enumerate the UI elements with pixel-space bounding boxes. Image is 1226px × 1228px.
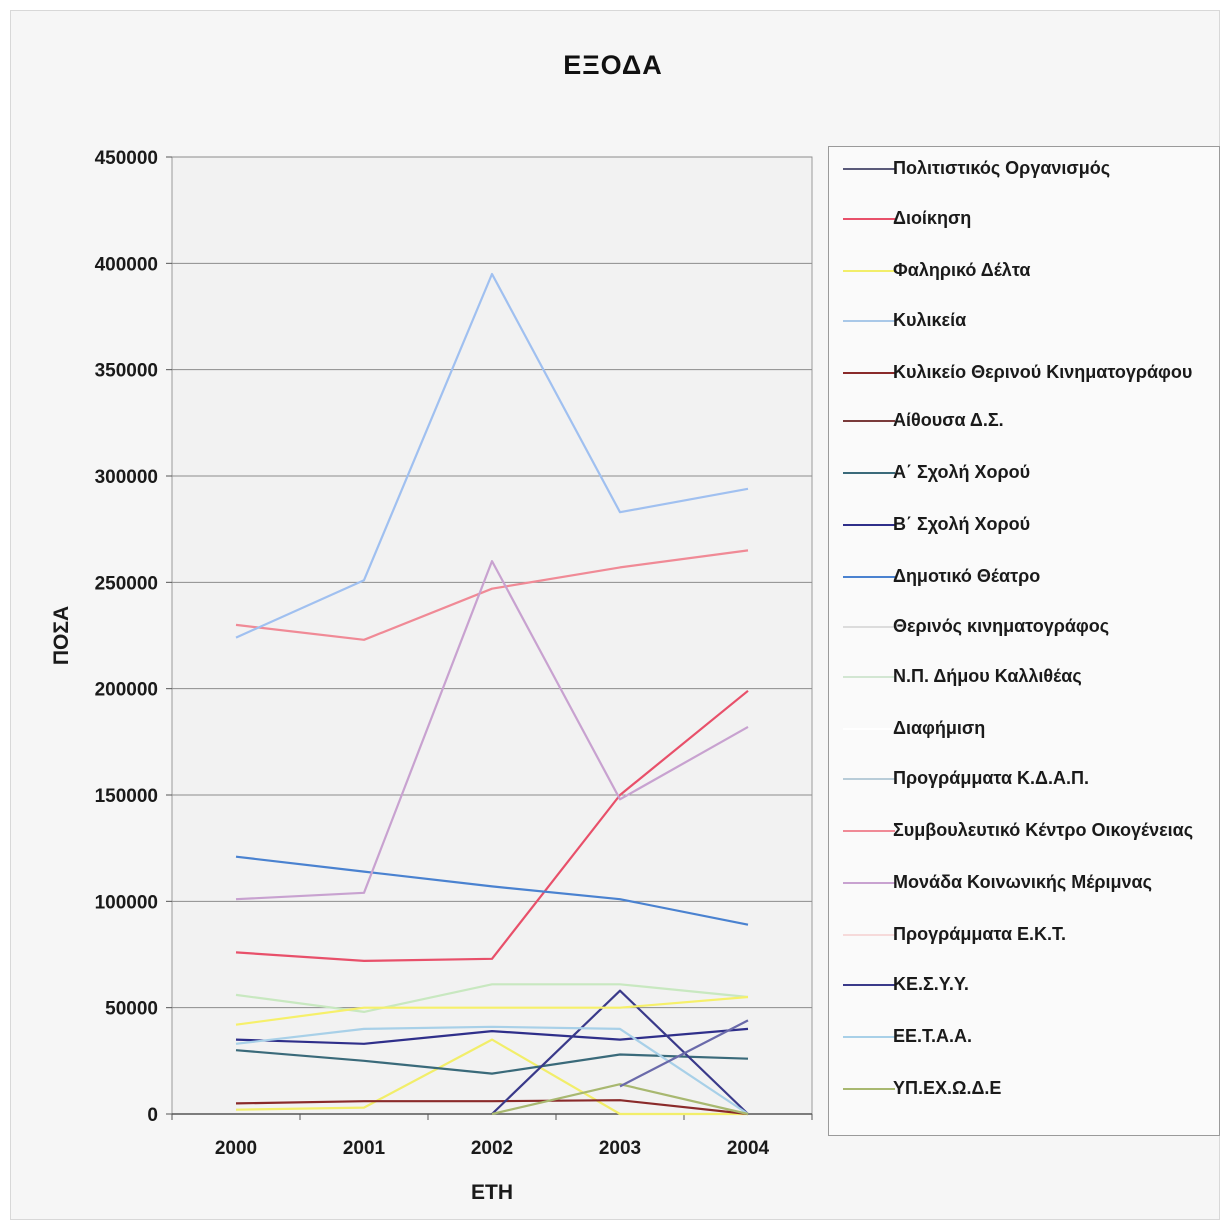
- legend-label: Προγράμματα Κ.Δ.Α.Π.: [893, 768, 1089, 788]
- y-axis-title: ΠΟΣΑ: [50, 606, 73, 665]
- legend-swatch: [843, 984, 895, 986]
- y-tick-label: 450000: [95, 148, 158, 169]
- legend-label: Κυλικείο Θερινού Κινηματογράφου: [893, 362, 1193, 382]
- legend-label: Α΄ Σχολή Χορού: [893, 462, 1031, 482]
- legend-label: Θερινός κινηματογράφος: [893, 616, 1110, 636]
- legend-label: Διαφήμιση: [893, 718, 986, 738]
- series-line-20: [235, 983, 749, 1014]
- x-tick-label: 2003: [599, 1138, 641, 1159]
- series-line-2: [235, 1038, 748, 1116]
- y-tick-label: 0: [147, 1105, 158, 1126]
- legend-swatch: [843, 626, 895, 628]
- x-tick-label: 2004: [727, 1138, 770, 1159]
- y-tick-label: 400000: [95, 254, 158, 275]
- legend-label: Πολιτιστικός Οργανισμός: [893, 158, 1111, 178]
- series-line-1: [235, 689, 749, 963]
- legend-swatch: [843, 778, 895, 780]
- legend-label: ΥΠ.ΕΧ.Ω.Δ.Ε: [893, 1078, 1002, 1098]
- series-line-22: [619, 1019, 749, 1088]
- legend-swatch: [843, 472, 895, 474]
- x-tick-label: 2000: [215, 1138, 257, 1159]
- series-line-14: [235, 559, 749, 901]
- legend-swatch: [843, 524, 895, 526]
- y-tick-label: 100000: [95, 892, 158, 913]
- legend-label: Αίθουσα Δ.Σ.: [893, 410, 1004, 430]
- legend-swatch: [843, 576, 895, 578]
- legend-label: Προγράμματα Ε.Κ.Τ.: [893, 924, 1067, 944]
- series-line-6: [235, 1049, 749, 1075]
- legend-label: ΚΕ.Σ.Υ.Υ.: [893, 974, 969, 994]
- legend-label: Κυλικεία: [893, 310, 967, 330]
- x-tick-label: 2001: [343, 1138, 386, 1159]
- legend-swatch: [843, 728, 895, 730]
- series-line-17: [235, 1025, 749, 1115]
- legend-swatch: [843, 270, 895, 272]
- legend-swatch: [843, 320, 895, 322]
- legend-swatch: [843, 882, 895, 884]
- legend-label: Συμβουλευτικό Κέντρο Οικογένειας: [893, 820, 1194, 840]
- y-tick-label: 300000: [95, 467, 158, 488]
- series-line-21: [235, 995, 749, 1026]
- legend-swatch: [843, 676, 895, 678]
- series-line-13: [235, 549, 749, 641]
- y-tick-label: 250000: [95, 573, 158, 594]
- series-line-18: [491, 1083, 749, 1116]
- legend-swatch: [843, 168, 895, 170]
- y-tick-label: 50000: [105, 999, 158, 1020]
- series-line-4: [235, 1099, 749, 1116]
- series-line-8: [235, 855, 749, 926]
- series-line-19: [235, 272, 749, 639]
- legend-swatch: [843, 372, 895, 374]
- legend-swatch: [843, 830, 895, 832]
- y-tick-label: 200000: [95, 680, 158, 701]
- legend-label: Δημοτικό Θέατρο: [893, 566, 1041, 586]
- legend: Πολιτιστικός Οργανισμός Διοίκηση Φαληρικό …: [828, 146, 1220, 1136]
- legend-label: Μονάδα Κοινωνικής Μέριμνας: [893, 872, 1152, 892]
- legend-label: Β΄ Σχολή Χορού: [893, 514, 1031, 534]
- legend-swatch: [843, 420, 895, 422]
- series-line-7: [235, 1027, 749, 1045]
- series-line-16: [491, 989, 749, 1115]
- legend-swatch: [843, 1088, 895, 1090]
- legend-swatch: [843, 218, 895, 220]
- legend-swatch: [843, 1036, 895, 1038]
- y-tick-label: 350000: [95, 361, 158, 382]
- chart-title: ΕΞΟΔΑ: [563, 50, 663, 80]
- legend-swatch: [843, 934, 895, 936]
- y-tick-label: 150000: [95, 786, 158, 807]
- plot-area: [171, 156, 813, 1115]
- legend-label: ΕΕ.Τ.Α.Α.: [893, 1026, 973, 1046]
- x-axis-title: ΕΤΗ: [471, 1181, 513, 1204]
- x-tick-label: 2002: [471, 1138, 513, 1159]
- legend-label: Ν.Π. Δήμου Καλλιθέας: [893, 666, 1082, 686]
- legend-label: Φαληρικό Δέλτα: [893, 260, 1031, 280]
- legend-label: Διοίκηση: [893, 208, 972, 228]
